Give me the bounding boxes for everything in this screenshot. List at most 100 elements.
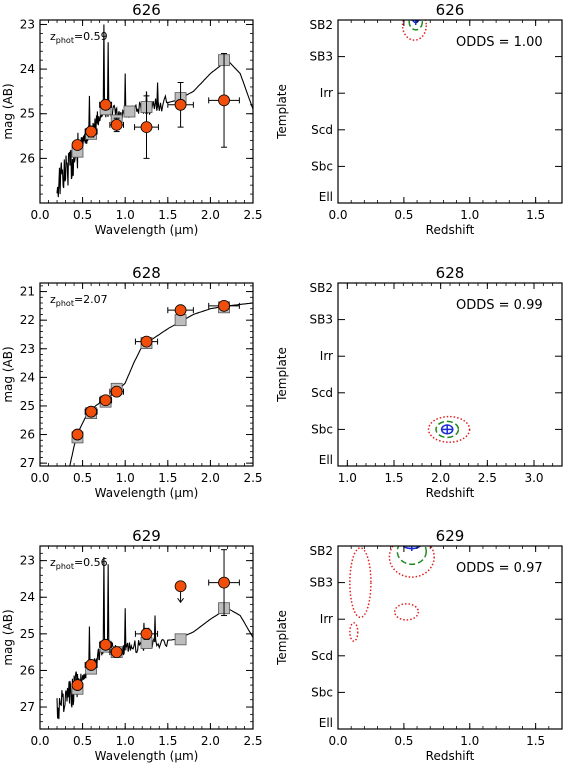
- model-spectrum: [69, 302, 253, 466]
- template-label: Ell: [319, 716, 333, 730]
- emission-line: [106, 564, 110, 647]
- model-mag-marker: [123, 105, 136, 118]
- upper-limit-arrowhead: [177, 597, 184, 604]
- y-tick-label: 24: [20, 62, 35, 76]
- template-label: SB2: [310, 544, 333, 558]
- y-tick-label: 25: [20, 627, 35, 641]
- x-tick-label: 1.5: [158, 734, 177, 748]
- x-tick-label: 0.0: [30, 471, 49, 485]
- y-axis-label: Template: [275, 610, 289, 666]
- observed-flux-point: [218, 299, 230, 312]
- y-tick-label: 23: [20, 342, 35, 356]
- x-tick-label: 0.0: [30, 208, 49, 222]
- observed-flux-point: [110, 646, 123, 659]
- panel-sed-629: 629 0.0 0.5 1.0 1.5 2.0 2.5 Wavelength (µm) mag …: [1, 527, 263, 763]
- chart-title: 626: [436, 1, 465, 19]
- template-label: Sbc: [311, 159, 333, 173]
- emission-line: [102, 24, 106, 111]
- emission-line: [88, 95, 91, 134]
- emission-line: [123, 608, 127, 651]
- emission-line: [156, 82, 159, 106]
- template-label: Ell: [319, 453, 333, 467]
- x-tick-label: 2.0: [201, 208, 220, 222]
- x-axis-label: Wavelength (µm): [95, 749, 199, 763]
- observed-flux-point: [174, 98, 187, 111]
- chart-title: 629: [436, 527, 465, 545]
- x-tick-label: 2.5: [243, 734, 262, 748]
- pdf-contour-middle: [408, 20, 424, 31]
- panel-sed-626: 626 0.0 0.5 1.0 1.5 2.0 2.5 Wavelength (µm) mag …: [1, 1, 263, 237]
- pdf-contour-outer: [349, 547, 372, 619]
- x-tick-label: 1.5: [158, 208, 177, 222]
- observed-flux-point: [218, 94, 230, 107]
- x-tick-label: 1.5: [526, 734, 545, 748]
- x-axis-label: Wavelength (µm): [95, 486, 199, 500]
- template-label: SB3: [310, 313, 333, 327]
- observed-flux-point: [140, 335, 153, 348]
- x-tick-label: 0.0: [328, 208, 347, 222]
- x-tick-label: 0.5: [73, 208, 92, 222]
- template-label: Scd: [311, 649, 333, 663]
- chart-title: 628: [436, 264, 465, 282]
- y-tick-label: 27: [20, 456, 35, 470]
- template-label: Ell: [319, 190, 333, 204]
- plot-frame: [337, 282, 563, 467]
- x-tick-label: 0.5: [394, 734, 413, 748]
- y-tick-label: 25: [20, 399, 35, 413]
- template-label: Scd: [311, 386, 333, 400]
- observed-flux-point: [99, 394, 112, 407]
- x-tick-label: 2.0: [201, 471, 220, 485]
- emission-line: [106, 42, 110, 111]
- template-label: SB3: [310, 576, 333, 590]
- observed-flux-point: [174, 304, 187, 317]
- x-tick-label: 2.5: [243, 208, 262, 222]
- plot-area: [56, 549, 253, 720]
- y-tick-label: 23: [20, 554, 35, 568]
- observed-flux-point: [85, 405, 98, 418]
- template-label: Irr: [320, 349, 333, 363]
- observed-flux-point: [110, 118, 123, 131]
- zphot-annotation: zphot=2.07: [50, 293, 108, 308]
- observed-flux-point: [110, 385, 123, 398]
- y-tick-label: 22: [20, 313, 35, 327]
- y-axis-label: Template: [275, 347, 289, 403]
- panel-pdf-629: 629 0.0 0.5 1.0 1.5 Redshift Template Ell Sbc Scd…: [275, 527, 563, 763]
- emission-line: [88, 626, 91, 669]
- chart-title: 626: [132, 1, 161, 19]
- x-tick-label: 0.0: [30, 734, 49, 748]
- observed-flux-point: [71, 679, 84, 691]
- plot-frame: [39, 282, 254, 467]
- plot-area: [427, 415, 471, 443]
- pdf-contour-outer: [349, 622, 359, 642]
- model-mag-marker: [174, 633, 187, 646]
- observed-flux-point: [85, 659, 98, 671]
- odds-annotation: ODDS = 0.97: [456, 561, 543, 576]
- x-axis-label: Redshift: [426, 223, 475, 237]
- pdf-contour-middle: [435, 420, 460, 439]
- odds-annotation: ODDS = 0.99: [456, 298, 543, 313]
- plot-frame: [39, 545, 254, 730]
- x-tick-label: 1.5: [384, 471, 403, 485]
- template-label: Scd: [311, 123, 333, 137]
- y-axis-label: mag (AB): [1, 609, 15, 665]
- x-axis-label: Redshift: [426, 486, 475, 500]
- y-tick-label: 21: [20, 285, 35, 299]
- y-tick-label: 26: [20, 428, 35, 442]
- template-label: Irr: [320, 86, 333, 100]
- plot-area: [56, 24, 253, 198]
- observed-flux-point: [140, 627, 153, 640]
- plot-area: [69, 299, 253, 466]
- zphot-annotation: zphot=0.56: [50, 556, 108, 571]
- x-tick-label: 0.0: [328, 734, 347, 748]
- observed-flux-point: [85, 125, 98, 138]
- plot-frame: [337, 19, 563, 204]
- y-axis-label: Template: [275, 84, 289, 140]
- template-label: SB2: [310, 18, 333, 32]
- plot-frame: [337, 545, 563, 730]
- emission-line: [123, 73, 127, 116]
- y-tick-label: 25: [20, 107, 35, 121]
- odds-annotation: ODDS = 1.00: [456, 35, 543, 50]
- plot-area: [349, 546, 435, 642]
- template-label: Irr: [320, 612, 333, 626]
